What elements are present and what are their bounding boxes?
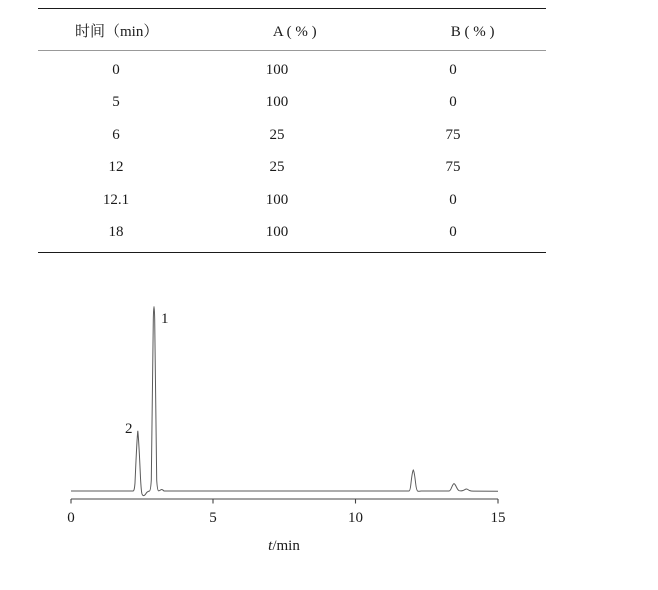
svg-text:t/min: t/min (268, 538, 300, 554)
svg-text:15: 15 (491, 510, 506, 526)
svg-text:5: 5 (209, 510, 217, 526)
svg-text:10: 10 (348, 510, 363, 526)
svg-text:1: 1 (161, 311, 169, 327)
svg-text:0: 0 (67, 510, 75, 526)
svg-text:2: 2 (125, 421, 133, 437)
